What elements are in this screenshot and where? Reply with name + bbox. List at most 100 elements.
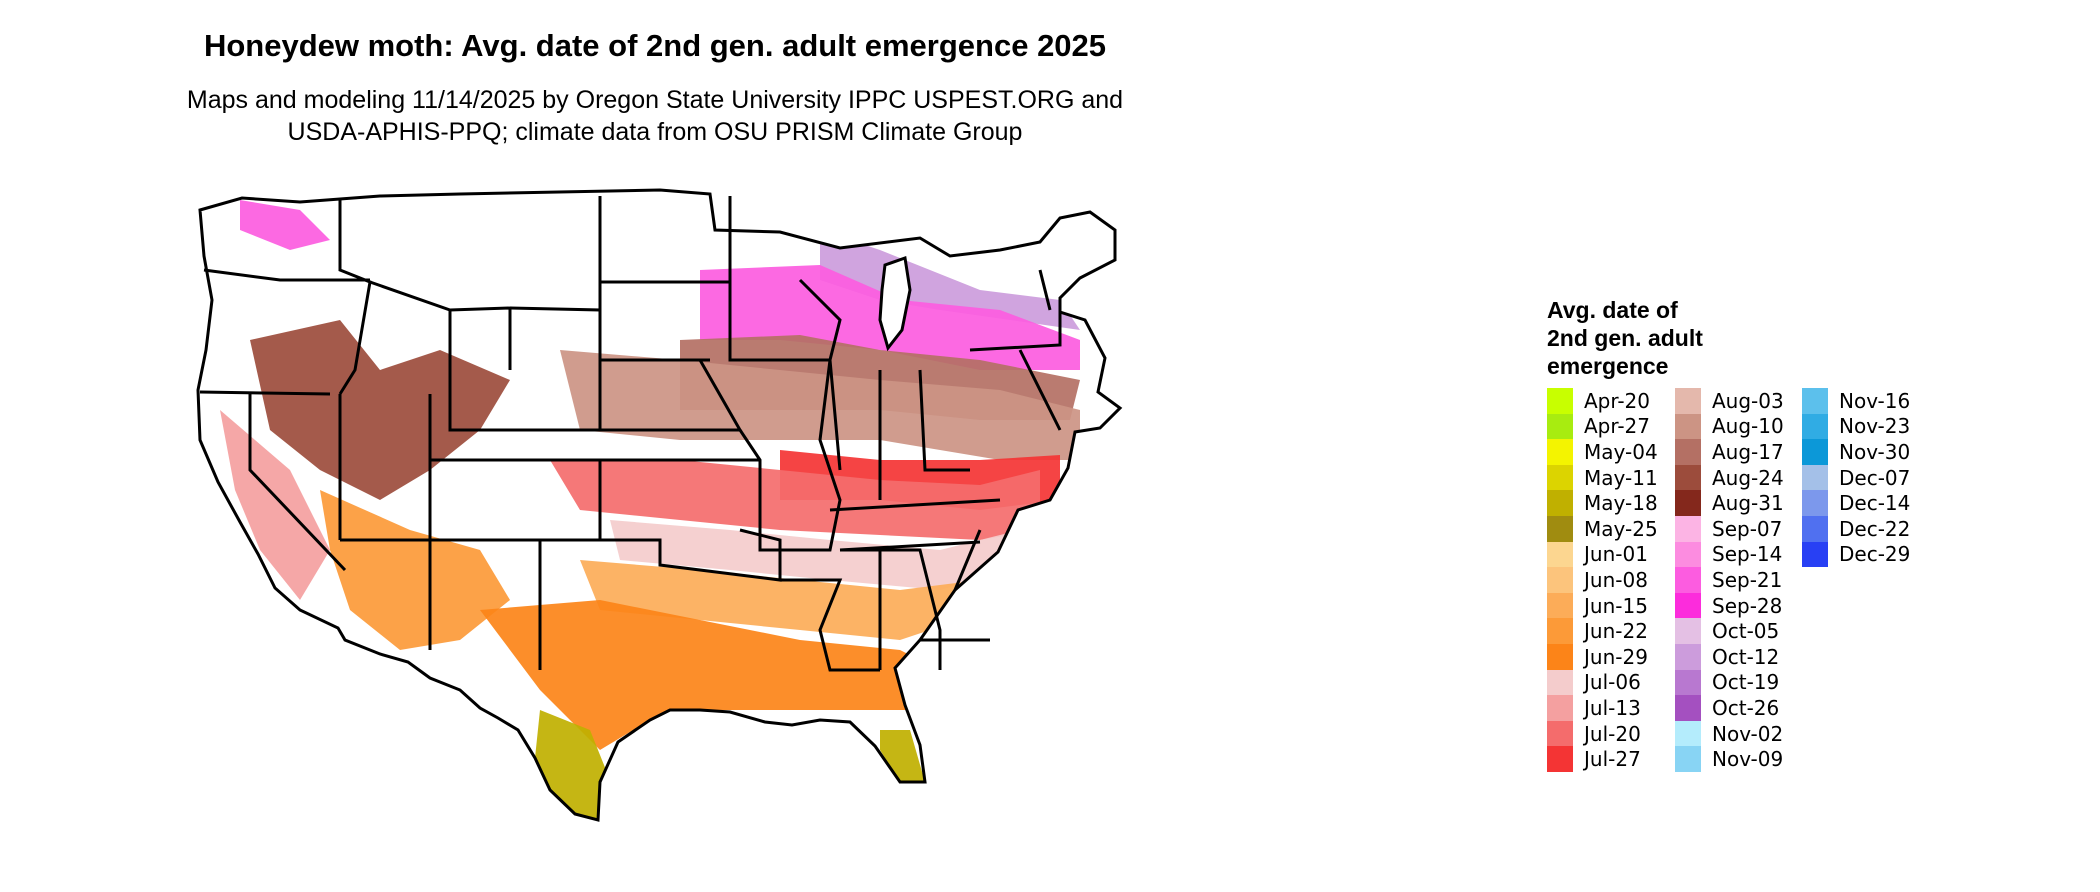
legend-swatch — [1547, 618, 1573, 644]
map-subtitle-line-2: USDA-APHIS-PPQ; climate data from OSU PR… — [287, 118, 1023, 146]
legend-swatch — [1675, 567, 1701, 593]
legend-label: Oct-12 — [1712, 644, 1780, 669]
legend-item: Jul-06 — [1547, 669, 1658, 696]
legend-label: Jun-22 — [1584, 619, 1648, 644]
legend-label: May-04 — [1584, 439, 1658, 464]
legend-swatch — [1547, 567, 1573, 593]
legend-label: Sep-21 — [1712, 567, 1783, 592]
legend-label: Nov-23 — [1839, 414, 1911, 439]
legend-item: Jun-01 — [1547, 541, 1658, 568]
legend-column-1: Apr-20 Apr-27 May-04 May-11 May-18 May-25 Jun-… — [1547, 388, 1658, 772]
legend-item: Aug-24 — [1675, 464, 1784, 491]
legend-item: Sep-07 — [1675, 515, 1784, 542]
legend-item: Nov-02 — [1675, 720, 1784, 747]
legend-title-line-2: 2nd gen. adult — [1547, 325, 1703, 351]
legend-label: Nov-16 — [1839, 388, 1911, 413]
legend-item: Nov-30 — [1802, 439, 1910, 465]
border-ar-la — [780, 578, 880, 672]
legend-swatch — [1547, 541, 1573, 568]
legend-item: Sep-14 — [1675, 541, 1784, 568]
legend-label: Jun-29 — [1584, 644, 1648, 669]
legend-item: Apr-27 — [1547, 413, 1658, 440]
legend-title-line-1: Avg. date of — [1547, 297, 1678, 323]
legend-swatch — [1547, 439, 1573, 465]
legend-label: Jun-15 — [1584, 593, 1648, 618]
legend-label: Dec-14 — [1839, 491, 1911, 516]
border-or-ca — [199, 390, 331, 396]
legend-label: Apr-27 — [1584, 414, 1650, 439]
legend-label: Sep-14 — [1712, 542, 1783, 567]
legend-title-line-3: emergence — [1547, 353, 1669, 379]
legend-label: Sep-07 — [1712, 516, 1783, 541]
border-ga-fl — [920, 529, 990, 642]
legend-item: Aug-03 — [1675, 388, 1784, 414]
legend-item: Oct-26 — [1675, 695, 1784, 721]
legend-label: Nov-09 — [1712, 747, 1784, 772]
legend-swatch — [1675, 388, 1701, 414]
map-subtitle-line-1: Maps and modeling 11/14/2025 by Oregon S… — [186, 86, 1124, 114]
map-region-northern-fringe — [240, 200, 1080, 370]
legend-swatch — [1675, 439, 1701, 465]
legend-label: Aug-17 — [1712, 439, 1784, 464]
legend-label: Dec-22 — [1839, 516, 1911, 541]
legend-item: Jul-13 — [1547, 695, 1658, 721]
legend-item: Apr-20 — [1547, 388, 1658, 414]
map-title: Honeydew moth: Avg. date of 2nd gen. adu… — [203, 28, 1107, 63]
us-outline — [196, 188, 1123, 822]
legend-label: Sep-28 — [1712, 593, 1783, 618]
legend-swatch — [1675, 490, 1701, 516]
map-region-midwest-band — [560, 350, 1080, 460]
legend-label: Nov-02 — [1712, 721, 1784, 746]
legend-item: Oct-05 — [1675, 618, 1784, 644]
legend-swatch — [1547, 643, 1573, 670]
legend-item: Jul-27 — [1547, 746, 1658, 772]
legend-swatch — [1675, 464, 1701, 491]
legend-swatch — [1675, 669, 1701, 696]
legend-label: Jun-01 — [1584, 542, 1648, 567]
legend-swatch — [1675, 592, 1701, 619]
border-il-in-oh — [828, 359, 970, 500]
legend-swatch — [1675, 541, 1701, 568]
legend-label: Aug-24 — [1712, 465, 1784, 490]
legend-label: Oct-05 — [1712, 619, 1780, 644]
state-boundaries — [196, 188, 1123, 822]
legend-item: Dec-22 — [1802, 515, 1911, 542]
legend-item: Jun-22 — [1547, 618, 1658, 644]
legend-swatch — [1675, 618, 1701, 644]
legend-swatch — [1675, 643, 1701, 670]
legend-swatch — [1547, 695, 1573, 721]
legend-swatch — [1547, 592, 1573, 619]
map-region-florida-south — [880, 730, 925, 782]
legend-item: Nov-16 — [1802, 388, 1910, 414]
legend-item: Sep-28 — [1675, 592, 1784, 619]
border-ne-ks — [600, 358, 760, 462]
border-tn-ky — [829, 498, 1001, 552]
legend-swatch — [1802, 464, 1828, 491]
legend-label: Oct-26 — [1712, 695, 1780, 720]
legend-item: Sep-21 — [1675, 567, 1784, 593]
legend-label: Jul-20 — [1584, 721, 1641, 746]
legend-label: May-18 — [1584, 491, 1658, 516]
map-fill-layer — [198, 190, 1120, 820]
legend-swatch — [1547, 669, 1573, 696]
legend-label: Aug-31 — [1712, 491, 1784, 516]
legend-label: Jun-08 — [1584, 567, 1648, 592]
legend-column-3: Nov-16 Nov-23 Nov-30 Dec-07 Dec-14 Dec-22 Dec-… — [1802, 388, 1911, 568]
legend-swatch — [1675, 413, 1701, 440]
legend-label: Dec-29 — [1839, 542, 1911, 567]
legend-label: Jul-13 — [1584, 695, 1641, 720]
legend-swatch — [1802, 413, 1828, 440]
legend-item: Oct-12 — [1675, 643, 1784, 670]
legend-swatch — [1802, 439, 1828, 465]
legend-swatch — [1547, 490, 1573, 516]
us-emergence-map — [196, 188, 1123, 822]
legend-label: Aug-03 — [1712, 388, 1784, 413]
legend-item: May-25 — [1547, 515, 1658, 542]
lake-michigan — [878, 255, 912, 352]
map-region-gulf-coast — [480, 600, 940, 750]
legend-label: Jul-06 — [1584, 670, 1641, 695]
legend-label: Apr-20 — [1584, 388, 1650, 413]
legend-label: Jul-27 — [1584, 747, 1641, 772]
legend-item: May-04 — [1547, 439, 1658, 465]
legend-item: Dec-29 — [1802, 541, 1911, 568]
